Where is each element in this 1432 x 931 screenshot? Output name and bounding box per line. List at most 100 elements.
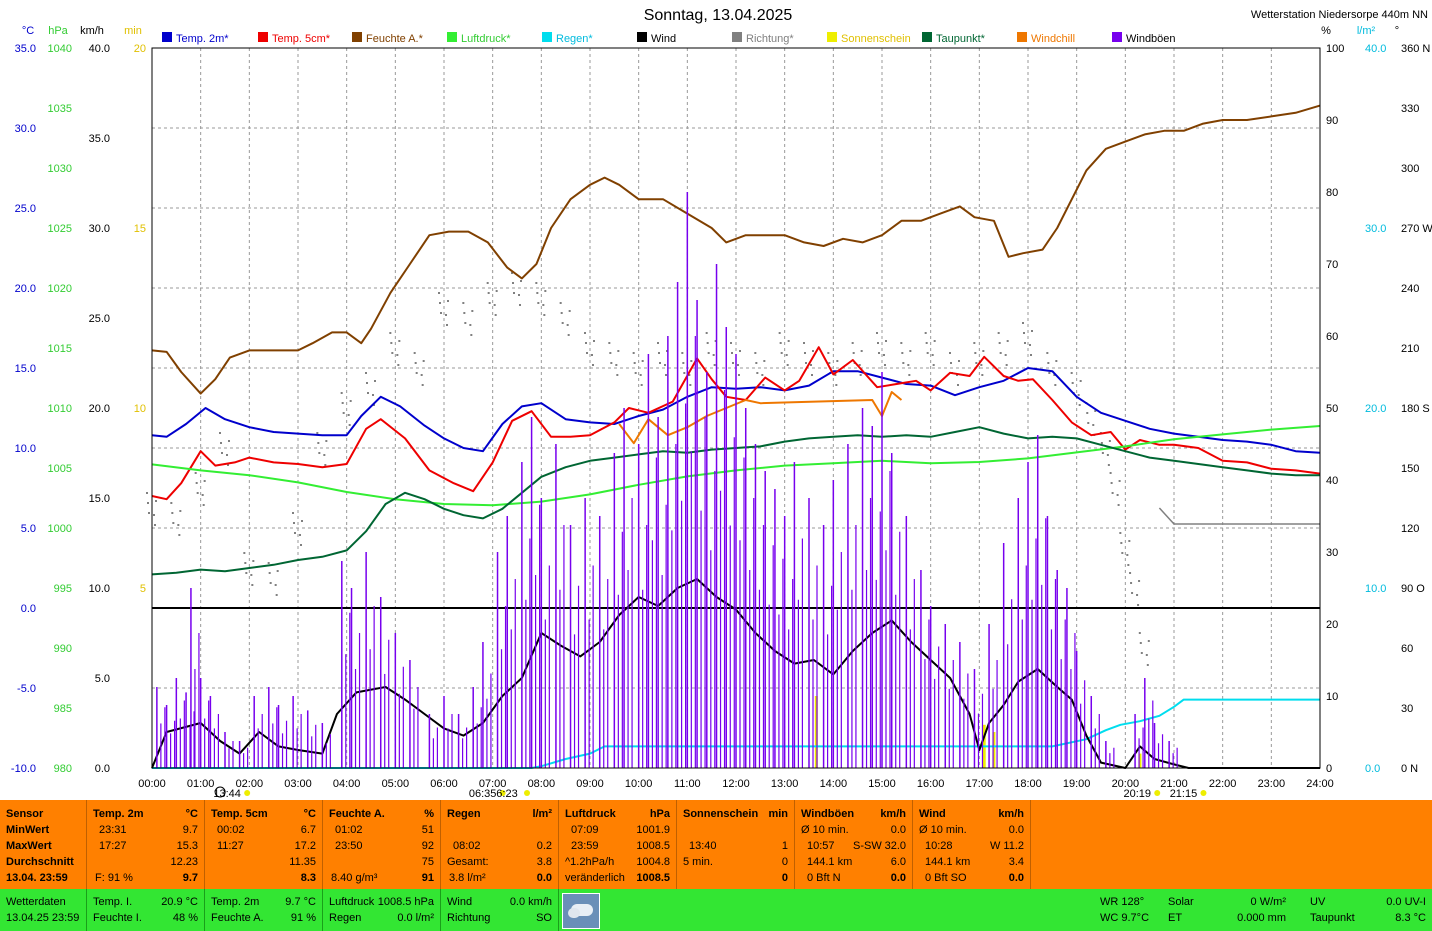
min-tick: 10 [134, 403, 146, 415]
gust-now: 0.0 [890, 872, 906, 884]
direction-dot [469, 324, 472, 326]
gust-max-dir: S-SW [853, 840, 882, 852]
direction-dot [301, 520, 303, 522]
direction-dot [178, 534, 181, 536]
temp5cm-header: Temp. 5cm [211, 808, 268, 820]
direction-dot [341, 402, 344, 404]
direction-dot [852, 352, 855, 354]
direction-dot [464, 322, 467, 324]
direction-dot [447, 300, 449, 302]
direction-dot [805, 362, 807, 364]
direction-dot [536, 292, 539, 294]
time-tick: 06:00 [430, 778, 458, 790]
direction-dot [593, 340, 595, 342]
rain-unit: l/m² [532, 808, 552, 820]
current-data-bar: Wetterdaten 13.04.25 23:59 Temp. I. 20.9… [0, 889, 1432, 931]
avg-label: Durchschnitt [6, 856, 74, 868]
bottom-rain-label: Regen [329, 912, 362, 924]
direction-dot [859, 374, 862, 376]
min-tick: 15 [134, 223, 146, 235]
direction-dot [956, 374, 958, 376]
pressure-max: 1008.5 [636, 840, 670, 852]
direction-dot [561, 322, 564, 324]
sun-icon [524, 790, 530, 796]
direction-dot [634, 372, 637, 374]
direction-dot [707, 352, 710, 354]
direction-dot [470, 334, 473, 336]
col-sensor: Sensor MinWert MaxWert Durchschnitt 13.0… [0, 800, 87, 889]
temp-tick: 5.0 [21, 523, 36, 535]
direction-dot [471, 310, 474, 312]
direction-dot [365, 372, 367, 374]
direction-dot [463, 312, 466, 314]
direction-dot [462, 302, 465, 304]
direction-dot [1120, 542, 1123, 544]
deg-tick: 240 [1401, 283, 1419, 295]
direction-dot [690, 360, 693, 362]
direction-dot [226, 454, 228, 456]
hpa-tick: 1025 [48, 223, 72, 235]
direction-dot [488, 302, 491, 304]
direction-dot [932, 364, 935, 366]
direction-dot [1130, 582, 1133, 584]
time-tick: 01:00 [187, 778, 215, 790]
sunshine-header: Sonnenschein [683, 808, 759, 820]
col-temp5cm: Temp. 5cm °C 00:02 6.7 11:27 17.2 11.35 … [205, 800, 323, 889]
direction-dot [851, 342, 854, 344]
pressure-header: Luftdruck [565, 808, 616, 820]
direction-dot [924, 332, 927, 334]
hpa-tick: 1010 [48, 403, 72, 415]
direction-dot [828, 362, 831, 364]
direction-dot [172, 522, 175, 524]
direction-dot [1004, 354, 1007, 356]
direction-dot [300, 544, 302, 546]
direction-dot [1047, 362, 1050, 364]
direction-dot [950, 362, 952, 364]
direction-dot [275, 594, 278, 596]
temp2m-min-time: 23:31 [99, 824, 127, 836]
temp5cm-min: 6.7 [300, 824, 316, 836]
pct-tick: 70 [1326, 259, 1338, 271]
temp-tick: 10.0 [15, 443, 36, 455]
direction-dot [591, 354, 593, 356]
sun-icon [499, 790, 506, 796]
pct-tick: 0 [1326, 763, 1332, 775]
bottom-datetime: 13.04.25 23:59 [6, 912, 80, 924]
unit-temp: °C [22, 25, 34, 37]
direction-dot [779, 342, 782, 344]
temp5cm-avg: 11.35 [289, 856, 316, 868]
wind-direction-deg: WR 128° [1100, 896, 1145, 908]
direction-dot [512, 282, 514, 284]
deg-tick: 330 [1401, 103, 1419, 115]
unit-pct: % [1321, 25, 1331, 37]
plot-frame [151, 47, 1321, 769]
direction-dot [1071, 382, 1074, 384]
direction-dot [318, 452, 321, 454]
col-temp2m: Temp. 2m °C 23:31 9.7 17:27 15.3 12.23 F… [87, 800, 205, 889]
hpa-tick: 1030 [48, 163, 72, 175]
direction-dot [1121, 552, 1124, 554]
direction-dot [1023, 332, 1025, 334]
wind-max: W 11.2 [989, 840, 1024, 852]
kmh-tick: 25.0 [89, 313, 110, 325]
direction-dot [705, 332, 708, 334]
direction-dot [957, 384, 959, 386]
direction-dot [195, 482, 198, 484]
direction-dot [323, 454, 326, 456]
hpa-tick: 1040 [48, 43, 72, 55]
direction-dot [958, 360, 960, 362]
unit-kmh: km/h [80, 25, 104, 37]
direction-dot [348, 424, 351, 426]
legend-label: Feuchte A.* [366, 33, 424, 45]
kmh-tick: 5.0 [95, 673, 110, 685]
direction-dot [737, 364, 739, 366]
direction-dot [1127, 564, 1130, 566]
direction-dot [171, 512, 174, 514]
kmh-tick: 10.0 [89, 583, 110, 595]
time-tick: 13:00 [771, 778, 799, 790]
direction-dot [367, 392, 369, 394]
direction-dot [1100, 442, 1103, 444]
pressure-trend-label: ^1.2hPa/h [565, 856, 615, 868]
time-tick: 14:00 [820, 778, 848, 790]
direction-dot [810, 364, 812, 366]
